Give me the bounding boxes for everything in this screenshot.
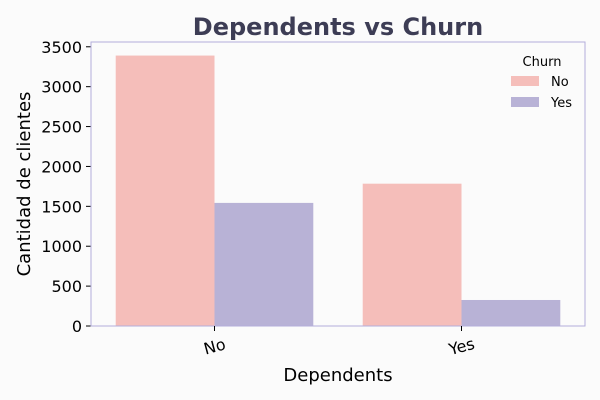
y-tick-label: 1000 bbox=[41, 237, 82, 256]
legend-title: Churn bbox=[523, 55, 562, 70]
legend-label-no: No bbox=[551, 75, 569, 90]
x-axis-label: Dependents bbox=[283, 365, 392, 386]
bar-yes-no bbox=[362, 183, 462, 326]
y-tick-label: 500 bbox=[51, 277, 82, 296]
bar-yes-yes bbox=[461, 299, 561, 326]
y-axis-ticks: 0 500 1000 1500 2000 2500 3000 3500 bbox=[41, 38, 91, 336]
plot-frame bbox=[90, 41, 586, 327]
y-tick-label: 1500 bbox=[41, 197, 82, 216]
y-tick-label: 0 bbox=[72, 317, 82, 336]
y-tick-label: 3500 bbox=[41, 38, 82, 57]
legend-swatch-yes bbox=[511, 97, 539, 107]
chart-title: Dependents vs Churn bbox=[193, 13, 483, 41]
bar-no-no bbox=[115, 55, 215, 326]
y-tick-label: 2500 bbox=[41, 118, 82, 137]
legend-label-yes: Yes bbox=[550, 96, 572, 111]
legend-swatch-no bbox=[511, 76, 539, 86]
y-axis-label: Cantidad de clientes bbox=[14, 92, 35, 277]
bars bbox=[115, 55, 561, 326]
x-tick-label: No bbox=[202, 334, 228, 358]
bar-no-yes bbox=[214, 202, 314, 326]
legend: Churn No Yes bbox=[511, 55, 572, 111]
y-tick-label: 2000 bbox=[41, 157, 82, 176]
y-tick-label: 3000 bbox=[41, 78, 82, 97]
